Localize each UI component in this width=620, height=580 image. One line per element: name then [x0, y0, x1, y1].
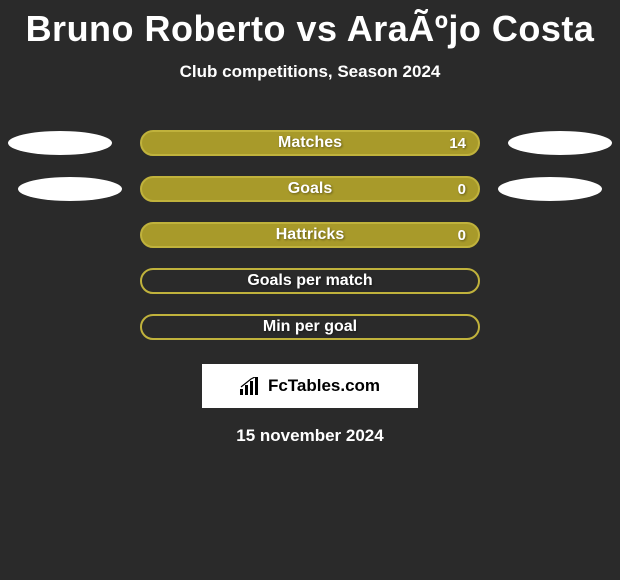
player-left-marker: [8, 131, 112, 155]
stat-bar: Goals per match: [140, 268, 480, 294]
brand-chart-icon: [240, 377, 262, 395]
date-label: 15 november 2024: [0, 426, 620, 446]
stat-row: Min per goal: [0, 314, 620, 340]
stat-label: Goals per match: [247, 272, 372, 290]
stat-bar: Hattricks 0: [140, 222, 480, 248]
page-title: Bruno Roberto vs AraÃºjo Costa: [0, 8, 620, 50]
stat-bar: Matches 14: [140, 130, 480, 156]
stat-label: Hattricks: [276, 226, 344, 244]
comparison-infographic: Bruno Roberto vs AraÃºjo Costa Club comp…: [0, 0, 620, 446]
stat-rows: Matches 14 Goals 0 Hattricks 0 Goals per match…: [0, 130, 620, 340]
brand-text: FcTables.com: [268, 376, 380, 396]
stat-bar: Min per goal: [140, 314, 480, 340]
player-right-marker: [508, 131, 612, 155]
stat-row: Hattricks 0: [0, 222, 620, 248]
stat-label: Goals: [288, 180, 332, 198]
player-right-marker: [498, 177, 602, 201]
stat-row: Matches 14: [0, 130, 620, 156]
stat-label: Matches: [278, 134, 342, 152]
stat-value: 0: [458, 181, 466, 198]
stat-label: Min per goal: [263, 318, 357, 336]
brand-badge: FcTables.com: [202, 364, 418, 408]
stat-row: Goals 0: [0, 176, 620, 202]
stat-row: Goals per match: [0, 268, 620, 294]
stat-value: 0: [458, 227, 466, 244]
subtitle: Club competitions, Season 2024: [0, 62, 620, 82]
player-left-marker: [18, 177, 122, 201]
stat-bar: Goals 0: [140, 176, 480, 202]
stat-value: 14: [449, 135, 466, 152]
